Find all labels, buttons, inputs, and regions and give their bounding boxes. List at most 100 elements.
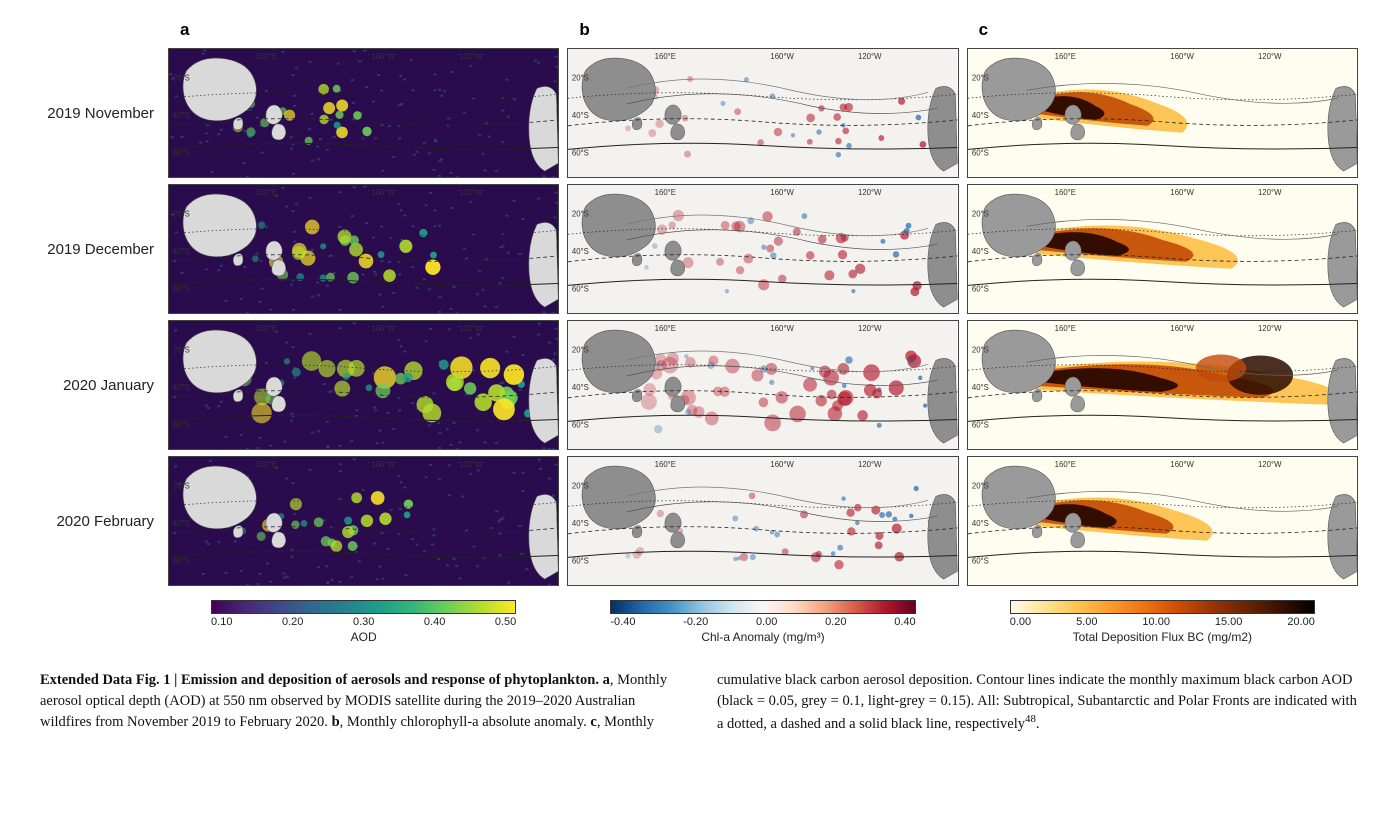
svg-text:40°S: 40°S [972, 111, 989, 120]
svg-text:120°W: 120°W [459, 52, 483, 61]
colorbar-a: 0.100.200.300.400.50 AOD [168, 592, 559, 652]
colorbar-strip [211, 600, 516, 614]
column-header-c: c [967, 20, 1358, 42]
svg-text:20°S: 20°S [572, 481, 589, 490]
svg-text:60°S: 60°S [972, 284, 989, 293]
svg-text:160°E: 160°E [655, 460, 676, 469]
colorbar-spacer [40, 592, 160, 652]
caption-column-left: Extended Data Fig. 1 | Emission and depo… [40, 670, 681, 735]
map-panel-a-1: 160°E160°W120°W20°S40°S60°S [168, 184, 559, 314]
caption-part-c-text: , Monthly [597, 714, 654, 730]
svg-text:20°S: 20°S [572, 209, 589, 218]
svg-text:120°W: 120°W [459, 188, 483, 197]
svg-text:160°E: 160°E [1054, 324, 1075, 333]
svg-text:60°S: 60°S [972, 148, 989, 157]
svg-text:160°W: 160°W [771, 188, 795, 197]
svg-text:20°S: 20°S [972, 345, 989, 354]
svg-text:60°S: 60°S [572, 148, 589, 157]
svg-text:160°E: 160°E [1054, 188, 1075, 197]
svg-text:160°W: 160°W [771, 324, 795, 333]
svg-text:160°W: 160°W [1170, 460, 1194, 469]
svg-text:120°W: 120°W [1258, 188, 1282, 197]
svg-text:160°E: 160°E [256, 460, 277, 469]
colorbar-ticks: 0.100.200.300.400.50 [211, 616, 516, 628]
svg-text:120°W: 120°W [858, 52, 882, 61]
svg-text:120°W: 120°W [858, 188, 882, 197]
svg-text:40°S: 40°S [173, 247, 190, 256]
svg-text:60°S: 60°S [173, 148, 190, 157]
svg-text:20°S: 20°S [173, 345, 190, 354]
map-panel-b-1: 160°E 160°W 120°W 20°S 40°S 60°S [567, 184, 958, 314]
map-panel-a-0: 160°E160°W120°W20°S40°S60°S [168, 48, 559, 178]
svg-text:160°W: 160°W [1170, 188, 1194, 197]
svg-text:120°W: 120°W [858, 460, 882, 469]
svg-text:40°S: 40°S [173, 383, 190, 392]
svg-text:160°W: 160°W [371, 324, 395, 333]
svg-text:60°S: 60°S [572, 284, 589, 293]
map-panel-b-0: 160°E160°W120°W20°S40°S60°S [567, 48, 958, 178]
svg-text:40°S: 40°S [572, 247, 589, 256]
svg-text:60°S: 60°S [173, 556, 190, 565]
svg-text:120°W: 120°W [858, 324, 882, 333]
svg-text:120°W: 120°W [1258, 324, 1282, 333]
map-panel-c-2: 160°E160°W120°W20°S40°S60°S [967, 320, 1358, 450]
map-panel-c-3: 160°E160°W120°W20°S40°S60°S [967, 456, 1358, 586]
svg-text:20°S: 20°S [972, 209, 989, 218]
svg-text:60°S: 60°S [173, 420, 190, 429]
svg-text:160°W: 160°W [371, 52, 395, 61]
svg-text:120°W: 120°W [459, 460, 483, 469]
svg-text:160°W: 160°W [371, 460, 395, 469]
svg-text:160°E: 160°E [655, 52, 676, 61]
svg-text:160°E: 160°E [256, 188, 277, 197]
svg-text:160°E: 160°E [655, 188, 676, 197]
svg-text:60°S: 60°S [972, 556, 989, 565]
colorbar-label: Total Deposition Flux BC (mg/m2) [1073, 630, 1252, 644]
svg-text:20°S: 20°S [572, 345, 589, 354]
caption-part-b-label: b [332, 714, 340, 730]
map-panel-c-0: 160°E160°W120°W20°S40°S60°S [967, 48, 1358, 178]
svg-text:20°S: 20°S [972, 73, 989, 82]
svg-text:40°S: 40°S [173, 111, 190, 120]
svg-text:120°W: 120°W [1258, 52, 1282, 61]
svg-text:60°S: 60°S [972, 420, 989, 429]
colorbar-c: 0.005.0010.0015.0020.00 Total Deposition… [967, 592, 1358, 652]
svg-text:160°E: 160°E [256, 324, 277, 333]
map-panel-a-3: 160°E160°W120°W20°S40°S60°S [168, 456, 559, 586]
svg-text:40°S: 40°S [972, 383, 989, 392]
column-header-a: a [168, 20, 559, 42]
map-panel-a-2: 160°E 160°W 120°W 20°S 40°S 60°S [168, 320, 559, 450]
svg-text:60°S: 60°S [572, 556, 589, 565]
svg-text:120°W: 120°W [459, 324, 483, 333]
row-label: 2020 February [40, 456, 160, 586]
svg-text:20°S: 20°S [173, 209, 190, 218]
svg-text:40°S: 40°S [972, 247, 989, 256]
colorbar-label: AOD [351, 630, 377, 644]
svg-text:160°W: 160°W [771, 52, 795, 61]
svg-text:160°W: 160°W [771, 460, 795, 469]
colorbar-strip [610, 600, 915, 614]
svg-text:160°E: 160°E [655, 324, 676, 333]
caption-column-right: cumulative black carbon aerosol depositi… [717, 670, 1358, 735]
header-spacer [40, 20, 160, 42]
svg-text:160°E: 160°E [1054, 460, 1075, 469]
caption-title: Extended Data Fig. 1 | Emission and depo… [40, 672, 599, 688]
figure-caption: Extended Data Fig. 1 | Emission and depo… [40, 670, 1358, 735]
svg-text:40°S: 40°S [572, 383, 589, 392]
svg-text:20°S: 20°S [572, 73, 589, 82]
svg-text:160°W: 160°W [371, 188, 395, 197]
figure-grid: a b c 2019 November 160°E160°W120°W20°S4… [40, 20, 1358, 652]
svg-text:120°W: 120°W [1258, 460, 1282, 469]
svg-text:40°S: 40°S [173, 519, 190, 528]
column-header-b: b [567, 20, 958, 42]
map-panel-b-2: 160°E160°W120°W20°S40°S60°S [567, 320, 958, 450]
svg-text:40°S: 40°S [972, 519, 989, 528]
caption-ref-sup: 48 [1025, 713, 1036, 725]
colorbar-ticks: -0.40-0.200.000.200.40 [610, 616, 915, 628]
colorbar-b: -0.40-0.200.000.200.40 Chl-a Anomaly (mg… [567, 592, 958, 652]
svg-text:160°W: 160°W [1170, 52, 1194, 61]
svg-text:20°S: 20°S [173, 73, 190, 82]
caption-part-b-text: , Monthly chlorophyll-a absolute anomaly… [340, 714, 591, 730]
colorbar-ticks: 0.005.0010.0015.0020.00 [1010, 616, 1315, 628]
map-panel-b-3: 160°E160°W120°W20°S40°S60°S [567, 456, 958, 586]
row-label: 2019 December [40, 184, 160, 314]
